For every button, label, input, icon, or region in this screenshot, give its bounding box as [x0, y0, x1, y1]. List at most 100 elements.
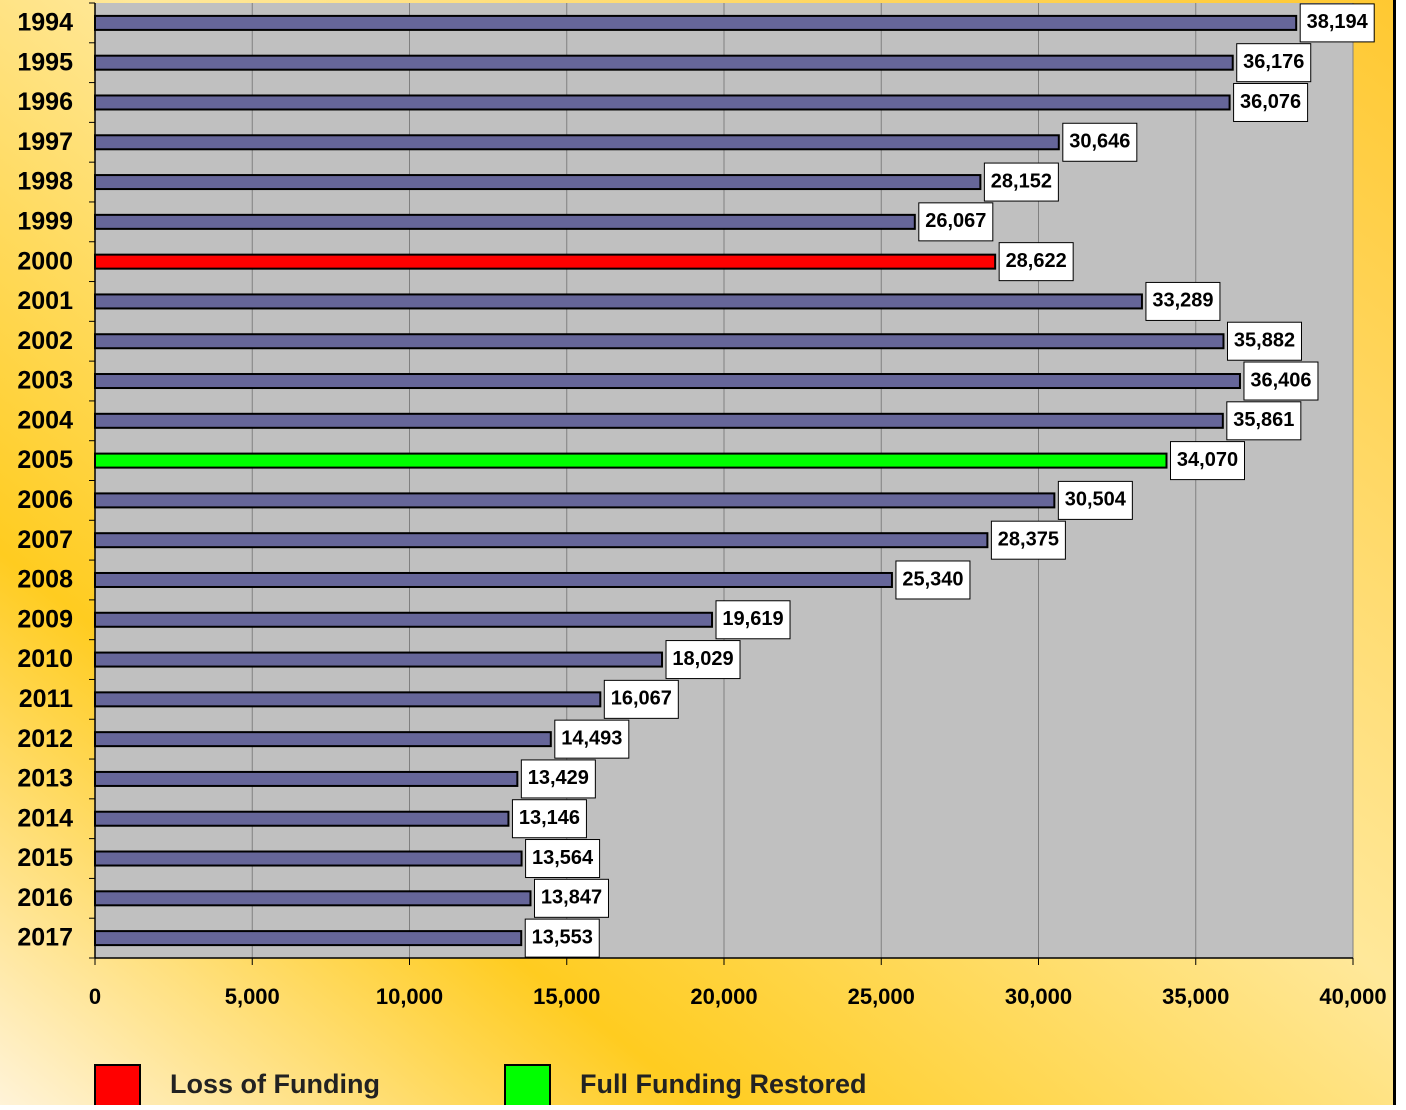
data-label: 35,861 — [1233, 409, 1294, 431]
data-label: 13,146 — [519, 807, 580, 829]
data-label: 28,152 — [991, 170, 1052, 192]
x-tick-label: 20,000 — [690, 984, 757, 1009]
data-label-box — [990, 520, 1066, 560]
x-tick-label: 35,000 — [1162, 984, 1229, 1009]
x-tick-label: 0 — [89, 984, 101, 1009]
bar — [94, 253, 997, 270]
y-tick-label: 2003 — [17, 367, 73, 395]
legend-label: Full Funding Restored — [580, 1069, 866, 1099]
data-label: 30,646 — [1069, 131, 1130, 153]
y-tick-label: 2017 — [17, 924, 73, 952]
bar — [94, 532, 989, 549]
data-label-box — [603, 679, 679, 719]
x-tick-label: 10,000 — [376, 984, 443, 1009]
y-tick-label: 2013 — [17, 765, 73, 793]
data-label-box — [665, 640, 741, 680]
data-label: 25,340 — [902, 568, 963, 590]
bar — [94, 373, 1241, 390]
edge — [1394, 0, 1406, 1105]
data-label-box — [1062, 122, 1138, 162]
y-tick-label: 1996 — [17, 88, 73, 116]
bar — [94, 810, 510, 827]
data-label: 13,553 — [532, 926, 593, 948]
data-label-box — [1057, 480, 1133, 520]
bar — [94, 14, 1298, 31]
y-tick-label: 2010 — [17, 645, 73, 673]
bar — [94, 293, 1143, 310]
data-label: 16,067 — [611, 688, 672, 710]
data-label: 13,429 — [528, 767, 589, 789]
bar — [94, 611, 714, 628]
data-label-box — [554, 719, 630, 759]
data-label-box — [998, 242, 1074, 282]
edge-line — [1393, 0, 1396, 1105]
y-tick-label: 2004 — [17, 406, 73, 434]
bar — [94, 731, 552, 748]
data-label-box — [895, 560, 971, 600]
y-tick-label: 2007 — [17, 526, 73, 554]
data-label-box — [1299, 3, 1375, 43]
data-label: 35,882 — [1234, 330, 1295, 352]
y-tick-label: 2012 — [17, 725, 73, 753]
data-label-box — [1236, 43, 1312, 83]
data-label: 30,504 — [1065, 489, 1127, 511]
bar — [94, 213, 916, 230]
data-label: 36,076 — [1240, 91, 1301, 113]
y-tick-label: 2009 — [17, 605, 73, 633]
data-label: 38,194 — [1307, 11, 1369, 33]
bar — [94, 651, 664, 668]
legend-swatch — [94, 1064, 141, 1110]
y-tick-label: 1999 — [17, 207, 73, 235]
data-label-box — [1226, 321, 1302, 361]
y-tick-label: 2000 — [17, 247, 73, 275]
bar — [94, 770, 519, 787]
data-label: 19,619 — [722, 608, 783, 630]
data-label: 28,622 — [1006, 250, 1067, 272]
y-tick-label: 1994 — [17, 9, 73, 37]
bar — [94, 174, 982, 191]
bar — [94, 134, 1060, 151]
bar — [94, 412, 1224, 429]
x-tick-label: 25,000 — [848, 984, 915, 1009]
bar — [94, 930, 523, 947]
bar — [94, 452, 1168, 469]
x-tick-label: 5,000 — [225, 984, 280, 1009]
y-tick-label: 1997 — [17, 128, 73, 156]
data-label: 26,067 — [925, 210, 986, 232]
data-label-box — [511, 799, 587, 839]
y-tick-label: 2005 — [17, 446, 73, 474]
bar — [94, 54, 1234, 71]
legend-swatch — [504, 1064, 551, 1110]
data-label: 28,375 — [998, 528, 1059, 550]
y-tick-label: 1998 — [17, 168, 73, 196]
y-tick-label: 1995 — [17, 48, 73, 76]
data-label: 14,493 — [561, 727, 622, 749]
y-tick-label: 2002 — [17, 327, 73, 355]
y-tick-label: 2011 — [19, 685, 73, 713]
data-label-box — [1243, 361, 1319, 401]
data-label-box — [1145, 281, 1221, 321]
x-tick-label: 40,000 — [1319, 984, 1386, 1009]
x-tick-label: 15,000 — [533, 984, 600, 1009]
bar — [94, 571, 893, 588]
y-tick-label: 2014 — [17, 804, 73, 832]
bar — [94, 691, 602, 708]
data-label: 18,029 — [672, 648, 733, 670]
data-label: 34,070 — [1177, 449, 1238, 471]
bar — [94, 850, 523, 867]
y-tick-label: 2015 — [17, 844, 73, 872]
data-label-box — [1226, 401, 1302, 441]
bar — [94, 94, 1231, 111]
data-label-box — [520, 759, 596, 799]
legend-label: Loss of Funding — [170, 1069, 380, 1099]
bar — [94, 890, 532, 907]
data-label: 33,289 — [1152, 290, 1213, 312]
y-tick-label: 2006 — [17, 486, 73, 514]
y-tick-label: 2008 — [17, 566, 73, 594]
x-tick-label: 30,000 — [1005, 984, 1072, 1009]
data-label-box — [918, 202, 994, 242]
y-tick-label: 2001 — [17, 287, 73, 315]
data-label-box — [983, 162, 1059, 202]
data-label: 13,564 — [532, 847, 594, 869]
